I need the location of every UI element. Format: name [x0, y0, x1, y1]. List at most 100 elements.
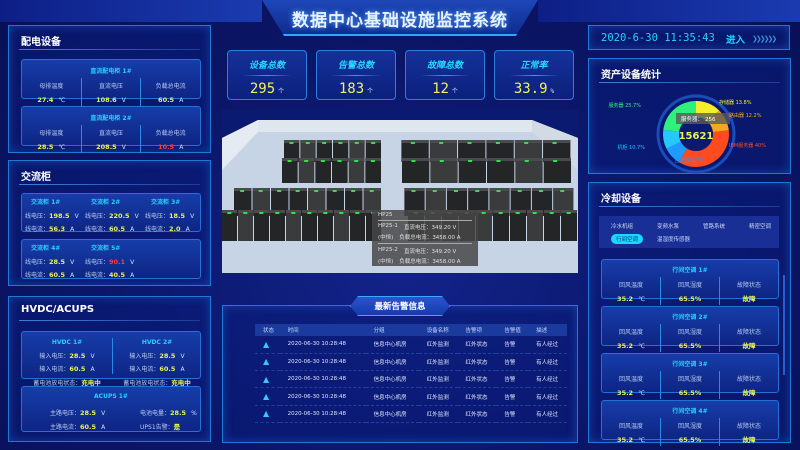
- unit: V: [134, 212, 139, 220]
- alarm-panel: 状态 时间 分组 设备名称 告警项 告警值 描述 ▲ 2020-06-30 10:28:48 信…: [222, 305, 578, 443]
- fault-status-value: 故障: [742, 342, 756, 350]
- alarm-desc: 有人经过: [528, 387, 567, 406]
- status-led: [277, 190, 282, 192]
- status-led: [369, 190, 374, 192]
- status-led: [370, 160, 375, 162]
- rack-top: [430, 158, 458, 161]
- current-value: 3458.00 A: [432, 235, 461, 241]
- alarm-row[interactable]: ▲ 2020-06-30 10:28:48 信息中心机房 红外监测 红外状态 告警 有人经过: [255, 353, 567, 372]
- rack-top: [298, 158, 315, 161]
- return-humidity-label: 回风湿度: [677, 376, 702, 383]
- current-value: 40.5: [109, 271, 126, 279]
- rack-top: [349, 140, 365, 143]
- status-led: [355, 212, 360, 214]
- voltage-value: 220.5: [109, 211, 130, 220]
- status-led: [354, 142, 359, 144]
- column-header: 状态: [255, 324, 280, 336]
- tooltip-title: HP25: [378, 212, 393, 218]
- dc-cabinet-card: 直流配电柜 1# 母排温度 27.4 ℃ 直流电压 108.6 V 负载总电流 60.5 A: [21, 59, 201, 106]
- divider: [19, 320, 200, 321]
- rack: [527, 210, 543, 241]
- rack-top: [458, 140, 486, 143]
- rack: [365, 140, 381, 162]
- status-led: [538, 190, 543, 192]
- donut-slice: [678, 130, 729, 167]
- scrollbar[interactable]: [783, 275, 785, 375]
- rack: [402, 158, 430, 183]
- hvdc-card: HVDC 1# 输入电压：28.5 V 输入电流：60.5 A 蓄电池放电状态：充电中…: [21, 331, 201, 387]
- panel-title: HVDC/ACUPS: [21, 304, 95, 315]
- rack-top: [365, 158, 381, 161]
- tab-0[interactable]: 冷水机组: [611, 224, 634, 230]
- tab-3[interactable]: 精密空调: [749, 224, 772, 230]
- rack-id: HP25-1: [378, 223, 398, 229]
- status-led: [332, 190, 337, 192]
- rack: [334, 210, 349, 241]
- alarm-row[interactable]: ▲ 2020-06-30 10:28:48 信息中心机房 红外监测 红外状态 告警 有人经过: [255, 387, 567, 406]
- rack: [254, 210, 269, 241]
- status-led: [411, 190, 416, 192]
- donut-label: 回配件 9.7%: [675, 157, 705, 164]
- stat-value: 12: [432, 81, 449, 97]
- rack: [234, 188, 252, 216]
- status-led: [351, 190, 356, 192]
- tab-2[interactable]: 管路系统: [703, 224, 726, 230]
- rack-top: [271, 188, 289, 191]
- unit: A: [101, 424, 106, 431]
- status-led: [566, 212, 571, 214]
- alarm-time: 2020-06-30 10:28:48: [279, 370, 366, 389]
- input-voltage-label: 输入电压：: [129, 352, 160, 360]
- unit-name: 行间空调 2#: [672, 314, 708, 321]
- column-header: 告警项: [457, 324, 497, 336]
- unit: V: [130, 258, 135, 266]
- enter-button[interactable]: 进入: [726, 35, 746, 46]
- cabinet-name: 交流柜 4#: [31, 245, 61, 252]
- column-header: 描述: [528, 324, 567, 336]
- column-header: 分组: [365, 324, 419, 336]
- panel-title: 配电设备: [21, 37, 61, 48]
- status-led: [314, 190, 319, 192]
- return-humidity-label: 回风湿度: [677, 329, 702, 336]
- alarm-device: 红外监测: [418, 370, 458, 389]
- acups-name: ACUPS 1#: [94, 393, 128, 400]
- status-led: [496, 190, 501, 192]
- input-voltage-label: 输入电压：: [39, 352, 70, 360]
- rack: [326, 188, 344, 216]
- metric-value: 208.5: [96, 143, 117, 151]
- alarm-item: 红外状态: [457, 370, 497, 389]
- alarm-desc: 有人经过: [528, 370, 567, 389]
- alarm-device: 红外监测: [418, 387, 458, 406]
- alarm-item: 红外状态: [457, 336, 497, 354]
- datacenter-3d-view[interactable]: HP25 HP25-1 直流电压：349.20 V (中恒) 负载总电流：3458.0…: [222, 110, 578, 273]
- rack: [429, 140, 458, 162]
- alarm-row[interactable]: ▲ 2020-06-30 10:28:48 信息中心机房 红外监测 红外状态 告警 有人经过: [255, 336, 567, 354]
- return-humidity-value: 65.5%: [678, 295, 702, 303]
- status-led: [553, 160, 558, 162]
- ups-alarm-value: 是: [173, 423, 181, 431]
- datetime: 2020-6-30 11:35:43: [601, 32, 715, 44]
- rack-top: [333, 140, 349, 143]
- divider: [599, 82, 780, 83]
- rack-top: [316, 140, 332, 143]
- rack: [486, 140, 514, 162]
- hvdc-unit: HVDC 1# 输入电压：28.5 V 输入电流：60.5 A 蓄电池放电状态：充电中: [22, 338, 112, 388]
- alarm-value: 告警: [496, 370, 529, 389]
- rack: [515, 158, 543, 183]
- status-led: [467, 142, 472, 144]
- column-header: 设备名称: [418, 324, 458, 336]
- tab-5[interactable]: 温湿度传感器: [657, 237, 691, 243]
- rack: [298, 158, 315, 183]
- alarm-row[interactable]: ▲ 2020-06-30 10:28:48 信息中心机房 红外监测 红外状态 告警 有人经过: [255, 370, 567, 389]
- rack: [332, 158, 348, 183]
- rack-top: [544, 210, 560, 213]
- tab-4[interactable]: 行间空调: [611, 234, 644, 244]
- status-led: [339, 212, 344, 214]
- status-led: [243, 212, 248, 214]
- rack-top: [510, 188, 531, 191]
- header-bar-right: [538, 0, 800, 22]
- main-voltage-label: 主路电压：: [50, 410, 81, 417]
- header-bar-left: [0, 0, 262, 22]
- rack: [430, 158, 458, 183]
- tab-1[interactable]: 变频水泵: [657, 224, 680, 230]
- alarm-row[interactable]: ▲ 2020-06-30 10:28:48 信息中心机房 红外监测 红外状态 告警 有人经过: [255, 405, 567, 423]
